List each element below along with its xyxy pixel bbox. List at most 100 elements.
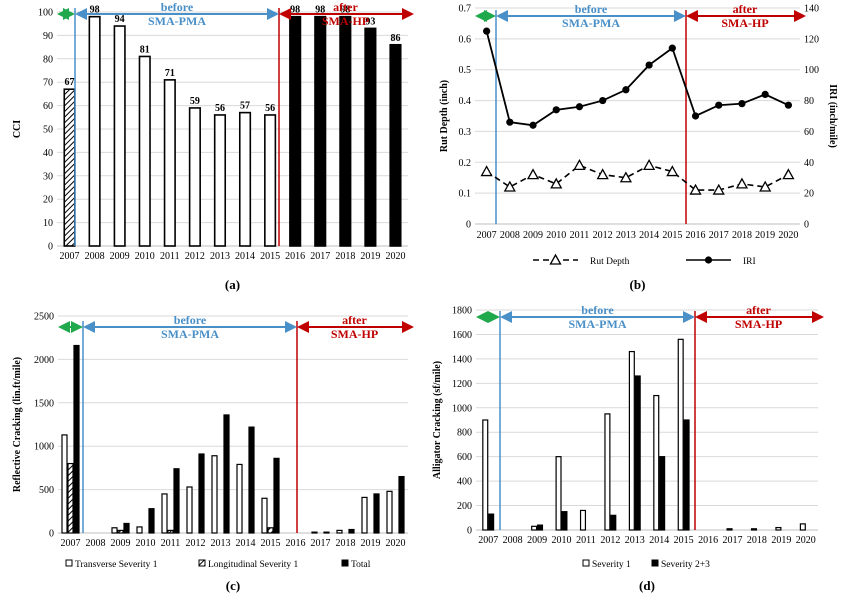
cci-data-label: 93 [365, 16, 375, 27]
y-tick-label: 500 [39, 485, 54, 496]
y-tick-label: 0.3 [459, 127, 472, 138]
bar-transverse-severity-1 [236, 463, 243, 534]
bar-severity-2-3 [683, 419, 690, 531]
rut-depth-point [735, 177, 749, 189]
x-tick-label: 2017 [310, 251, 330, 262]
panel-label: (d) [639, 578, 655, 593]
bar-total [198, 453, 205, 534]
bar-transverse-severity-1 [136, 526, 143, 534]
cci-data-label: 59 [190, 96, 200, 107]
y-tick-label: 600 [457, 452, 472, 463]
iri-point [645, 61, 653, 69]
y-axis-title: CCI [12, 120, 23, 138]
y2-tick-label: 20 [804, 189, 814, 200]
rut-depth-point [666, 165, 679, 177]
cci-data-label: 56 [265, 103, 275, 114]
x-tick-label: 2017 [311, 538, 331, 549]
x-tick-label: 2018 [335, 251, 355, 262]
before-label-sub: SMA-PMA [569, 317, 627, 331]
x-tick-label: 2013 [625, 535, 645, 546]
x-tick-label: 2017 [723, 535, 743, 546]
bar-severity-1 [579, 509, 587, 531]
x-tick-label: 2019 [360, 251, 380, 262]
rut-depth-point [573, 159, 586, 171]
cci-data-label: 71 [165, 68, 175, 79]
y-tick-label: 0.6 [459, 34, 472, 45]
x-tick-label: 2010 [136, 538, 156, 549]
panel-label: (a) [225, 277, 240, 292]
y-tick-label: 0.1 [459, 189, 472, 200]
y-tick-label: 50 [43, 125, 53, 136]
y-tick-label: 30 [43, 171, 53, 182]
y2-tick-label: 60 [804, 127, 814, 138]
after-label: after [342, 313, 367, 327]
x-tick-label: 2015 [260, 251, 280, 262]
x-tick-label: 2010 [546, 230, 566, 241]
x-tick-label: 2012 [185, 251, 205, 262]
bar-transverse-severity-1 [211, 455, 218, 534]
before-label: before [575, 2, 608, 16]
rut-depth-point [782, 168, 795, 180]
x-tick-label: 2014 [639, 230, 659, 241]
y-tick-label: 80 [43, 54, 53, 65]
x-tick-label: 2014 [649, 535, 669, 546]
iri-point [761, 90, 769, 98]
panel-label: (c) [226, 578, 240, 593]
x-tick-label: 2007 [478, 535, 498, 546]
before-label: before [161, 0, 194, 14]
x-tick-label: 2014 [236, 538, 256, 549]
y-axis-title: Rut Depth (inch) [439, 80, 450, 152]
iri-point [506, 118, 514, 126]
y-tick-label: 1500 [34, 398, 54, 409]
y-tick-label: 2000 [34, 355, 54, 366]
bar-transverse-severity-1 [361, 496, 368, 534]
x-tick-label: 2010 [135, 251, 155, 262]
cci-bar [138, 55, 151, 247]
iri-point [575, 103, 584, 111]
x-tick-label: 2018 [336, 538, 356, 549]
bar-total [148, 508, 155, 534]
rut-depth-point [550, 177, 563, 189]
x-tick-label: 2009 [527, 535, 547, 546]
x-tick-label: 2016 [285, 251, 305, 262]
chart-b: 0 0.1 0.2 0.3 0.4 0.5 0.6 0.7 2007 2008 2009 2010 20… [439, 2, 838, 292]
legend-label: Total [351, 560, 371, 570]
y-tick-label: 1200 [452, 379, 472, 390]
bar-severity-1 [628, 350, 635, 531]
cci-bar [163, 79, 176, 247]
bar-severity-2-3 [634, 375, 641, 531]
y-tick-label: 70 [43, 78, 53, 89]
rut-depth-point [480, 165, 493, 177]
cci-bar [238, 111, 252, 247]
x-tick-label: 2013 [211, 538, 231, 549]
x-tick-label: 2016 [686, 230, 706, 241]
bar-total [123, 522, 130, 534]
y-tick-label: 400 [457, 477, 472, 488]
legend-label: Transverse Severity 1 [75, 560, 158, 570]
y2-axis-title: IRI (inch/mile) [827, 84, 838, 148]
cci-data-label: 57 [240, 101, 250, 112]
x-tick-label: 2008 [503, 535, 523, 546]
x-tick-label: 2012 [600, 535, 620, 546]
after-label: after [746, 303, 771, 317]
cci-bar [389, 43, 402, 247]
x-tick-label: 2011 [161, 538, 181, 549]
x-tick-label: 2007 [61, 538, 81, 549]
bar-transverse-severity-1 [111, 527, 118, 534]
bar-severity-1 [604, 413, 611, 531]
chart-a: 0 10 20 30 40 50 60 70 80 90 100 2007 2008 2009 2010 20… [12, 0, 414, 292]
x-tick-label: 2007 [60, 251, 80, 262]
x-tick-label: 2008 [86, 538, 106, 549]
iri-point [622, 86, 630, 94]
y-tick-label: 2500 [34, 312, 54, 323]
panel-label: (b) [630, 277, 646, 292]
x-tick-label: 2012 [186, 538, 206, 549]
cci-data-label: 56 [215, 103, 225, 114]
y-axis-title: Reflective Cracking (lin.ft/mile) [12, 357, 23, 492]
x-tick-label: 2019 [755, 230, 775, 241]
cci-bar [88, 15, 101, 247]
y-tick-label: 20 [43, 195, 53, 206]
cci-bar [63, 88, 76, 247]
x-tick-label: 2016 [286, 538, 306, 549]
y-tick-label: 0.4 [459, 96, 472, 107]
